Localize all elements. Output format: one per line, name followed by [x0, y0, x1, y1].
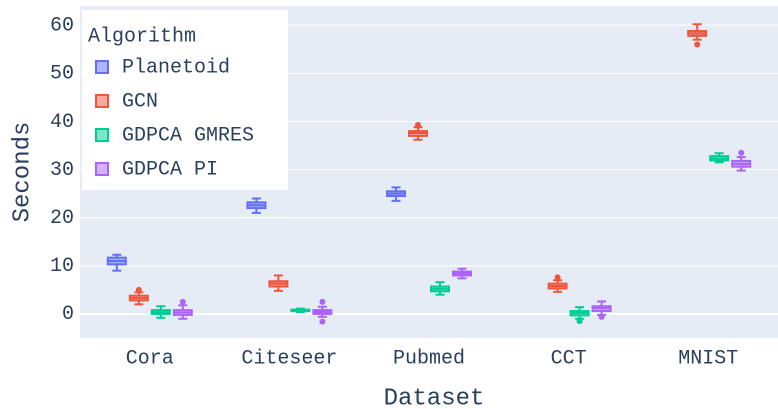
legend-swatch	[95, 162, 109, 176]
box-group	[386, 186, 406, 202]
legend: Algorithm Planetoid GCN GDPCA GMRES GDPCA PI	[82, 10, 288, 190]
y-tick-label: 40	[50, 111, 74, 134]
x-tick-label: Cora	[126, 347, 174, 370]
y-tick-label: 60	[50, 15, 74, 38]
box-group	[452, 267, 472, 280]
box-group	[591, 300, 612, 320]
outlier	[576, 318, 583, 325]
y-tick-label: 0	[62, 303, 74, 326]
legend-label: GDPCA PI	[122, 158, 218, 181]
outlier	[738, 149, 745, 156]
outlier	[694, 41, 701, 48]
y-tick-label: 20	[50, 207, 74, 230]
box-group	[290, 307, 311, 314]
outlier	[319, 318, 326, 325]
box-group	[408, 121, 428, 141]
y-axis-label: Seconds	[9, 122, 36, 223]
legend-swatch	[95, 128, 109, 142]
y-tick-label: 10	[50, 255, 74, 278]
outlier	[415, 121, 421, 128]
outlier	[319, 298, 326, 305]
box-group	[569, 306, 590, 325]
legend-title: Algorithm	[88, 25, 196, 48]
x-tick-label: CCT	[551, 347, 587, 370]
legend-box	[82, 10, 288, 190]
x-tick-label: Citeseer	[241, 347, 337, 370]
box-group	[172, 298, 193, 320]
legend-label: Planetoid	[122, 56, 230, 79]
box-group	[246, 197, 267, 214]
x-tick-label: Pubmed	[393, 347, 465, 370]
legend-swatch	[95, 60, 109, 74]
y-tick-label: 50	[50, 63, 74, 86]
legend-swatch	[95, 94, 109, 108]
legend-label: GDPCA GMRES	[122, 124, 254, 147]
box-group	[312, 298, 333, 325]
box-group	[106, 253, 127, 272]
box-group	[687, 23, 708, 48]
outlier	[135, 286, 142, 293]
box-group	[150, 305, 171, 319]
y-tick-label: 30	[50, 159, 74, 182]
outlier	[179, 298, 186, 305]
x-axis-label: Dataset	[384, 385, 485, 409]
outlier	[554, 274, 561, 281]
x-tick-label: MNIST	[678, 347, 738, 370]
box-group	[709, 152, 730, 164]
box-group	[547, 274, 568, 293]
outlier	[598, 313, 605, 320]
box-group	[128, 286, 149, 306]
box-group	[268, 274, 289, 292]
box-group	[430, 281, 450, 296]
box-group	[731, 149, 752, 172]
legend-label: GCN	[122, 90, 158, 113]
